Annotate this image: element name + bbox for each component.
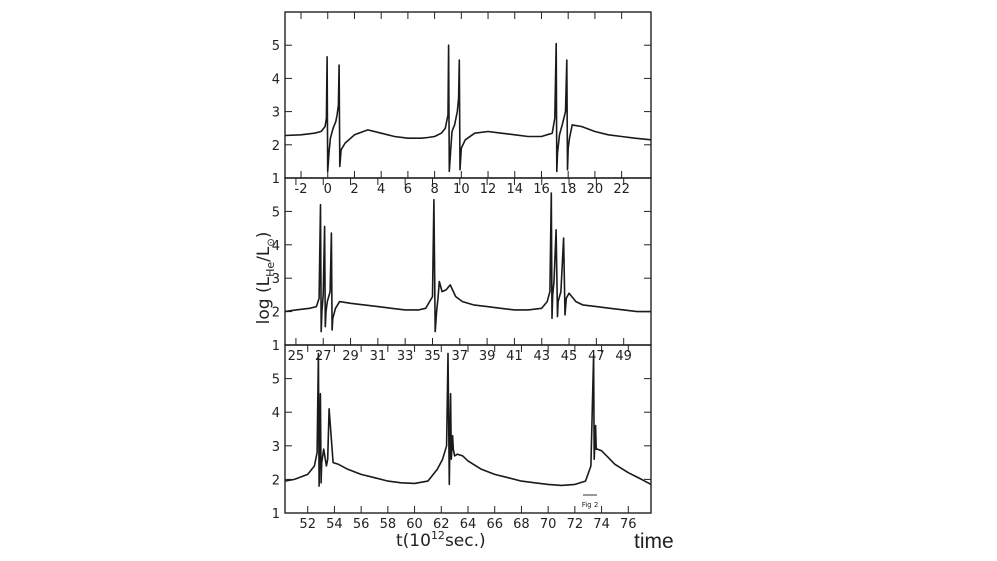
x-tick-label: 66 — [486, 517, 503, 532]
x-tick-label: 18 — [560, 182, 577, 197]
x-tick-label: 49 — [615, 349, 632, 364]
x-axis-label-exp: 12 — [431, 529, 445, 542]
y-axis-label-main: log (L — [254, 276, 274, 324]
x-tick-label: 39 — [479, 349, 496, 364]
x-tick-label: 41 — [506, 349, 523, 364]
x-tick-label: 60 — [406, 517, 423, 532]
x-tick-label: 0 — [324, 182, 332, 197]
x-tick-label: 20 — [587, 182, 604, 197]
x-tick-label: 8 — [430, 182, 438, 197]
x-axis-label-tail: sec.) — [445, 531, 486, 551]
luminosity-curve-top — [284, 42, 652, 173]
y-tick-label: 4 — [272, 406, 280, 421]
y-tick-label: 3 — [272, 272, 280, 287]
panel-frame-middle — [284, 177, 652, 346]
x-tick-label: 14 — [506, 182, 523, 197]
x-tick-label: 4 — [377, 182, 385, 197]
y-tick-label: 3 — [272, 440, 280, 455]
x-tick-label: 10 — [453, 182, 470, 197]
y-tick-label: 1 — [272, 339, 280, 354]
x-tick-label: 47 — [588, 349, 605, 364]
x-tick-label: 29 — [342, 349, 359, 364]
svg-text:t(1012sec.): t(1012sec.) — [396, 529, 486, 551]
y-axis-label: log (LHe/L⊙) — [254, 232, 277, 325]
x-tick-label: 74 — [593, 517, 610, 532]
y-tick-label: 5 — [272, 373, 280, 388]
x-tick-label: 16 — [533, 182, 550, 197]
x-tick-label: 22 — [613, 182, 630, 197]
x-tick-label: 58 — [380, 517, 397, 532]
luminosity-curve-bottom — [284, 352, 652, 487]
y-tick-label: 5 — [272, 205, 280, 220]
x-tick-label: 56 — [353, 517, 370, 532]
y-tick-label: 2 — [272, 473, 280, 488]
x-tick-label: 45 — [561, 349, 578, 364]
y-tick-label: 2 — [272, 306, 280, 321]
x-tick-label: 43 — [533, 349, 550, 364]
y-tick-label: 1 — [272, 507, 280, 522]
svg-text:log (LHe/L⊙): log (LHe/L⊙) — [254, 232, 277, 325]
x-tick-label: -2 — [295, 182, 308, 197]
x-tick-label: 72 — [567, 517, 584, 532]
y-tick-label: 4 — [272, 72, 280, 87]
x-tick-label: 52 — [299, 517, 316, 532]
x-tick-label: 27 — [315, 349, 332, 364]
x-tick-label: 31 — [370, 349, 387, 364]
y-tick-label: 2 — [272, 139, 280, 154]
time-caption: time — [634, 530, 674, 553]
x-tick-label: 35 — [424, 349, 441, 364]
fig-2-marker: Fig 2 — [582, 494, 599, 509]
luminosity-curve-middle — [284, 192, 651, 333]
y-axis-label-sun: ⊙ — [266, 238, 277, 246]
y-tick-label: 4 — [272, 239, 280, 254]
x-tick-label: 76 — [620, 517, 637, 532]
fig-2-note: Fig 2 — [582, 501, 599, 509]
x-tick-label: 70 — [540, 517, 557, 532]
x-tick-label: 64 — [460, 517, 477, 532]
x-tick-label: 37 — [452, 349, 469, 364]
y-tick-label: 1 — [272, 172, 280, 187]
x-tick-label: 25 — [288, 349, 305, 364]
y-tick-label: 3 — [272, 106, 280, 121]
x-tick-label: 68 — [513, 517, 530, 532]
x-tick-label: 2 — [350, 182, 358, 197]
x-tick-label: 12 — [480, 182, 497, 197]
x-tick-label: 33 — [397, 349, 414, 364]
x-axis-label: t(1012sec.) — [396, 529, 486, 551]
y-axis-label-close: ) — [254, 232, 274, 239]
x-tick-label: 62 — [433, 517, 450, 532]
x-axis-label-main: t(10 — [396, 531, 431, 551]
x-tick-label: 6 — [404, 182, 412, 197]
y-tick-label: 5 — [272, 39, 280, 54]
y-axis-label-tail: /L — [254, 246, 274, 262]
x-tick-label: 54 — [326, 517, 343, 532]
y-axis-label-sub: He — [264, 262, 277, 277]
